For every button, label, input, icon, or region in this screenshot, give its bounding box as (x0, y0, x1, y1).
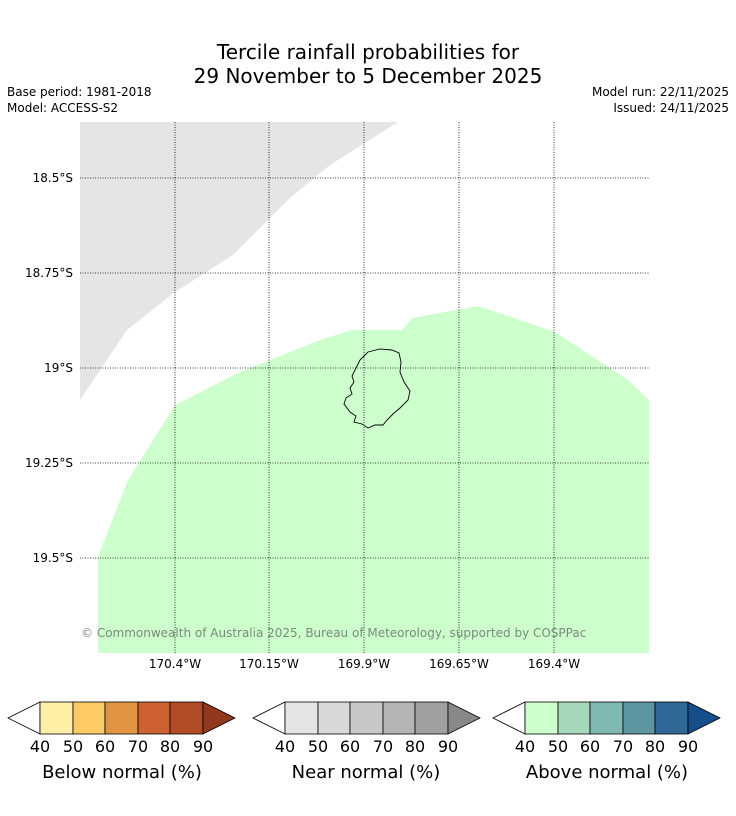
tick-label: 50 (307, 737, 329, 756)
tick-label: 40 (29, 737, 51, 756)
tick-label: 60 (94, 737, 116, 756)
tick-label: 60 (339, 737, 361, 756)
tick-label: 90 (437, 737, 459, 756)
copyright-notice: © Commonwealth of Australia 2025, Bureau… (81, 626, 587, 640)
issued-date: Issued: 24/11/2025 (613, 101, 729, 115)
tick-label: 70 (372, 737, 394, 756)
tick-label: 80 (159, 737, 181, 756)
lon-label: 169.9°W (337, 657, 391, 671)
metadata-right: Model run: 22/11/2025 Issued: 24/11/2025 (592, 84, 729, 116)
colorbar-near-normal (252, 701, 481, 735)
lat-label: 19°S (44, 361, 73, 375)
lon-label: 169.4°W (527, 657, 581, 671)
base-period: Base period: 1981-2018 (7, 85, 152, 99)
niue-island-outline (343, 348, 411, 429)
tick-label: 70 (127, 737, 149, 756)
lon-label: 170.15°W (239, 657, 299, 671)
above-normal-region (98, 306, 649, 653)
tick-label: 50 (62, 737, 84, 756)
tick-label: 70 (612, 737, 634, 756)
tick-label: 60 (579, 737, 601, 756)
lon-label: 170.4°W (148, 657, 202, 671)
colorbar-label-near: Near normal (%) (291, 762, 441, 783)
colorbar-label-below: Below normal (%) (42, 762, 202, 783)
tick-label: 40 (514, 737, 536, 756)
lat-label: 19.5°S (32, 551, 73, 565)
tick-label: 90 (192, 737, 214, 756)
map-title-line2: 29 November to 5 December 2025 (193, 64, 543, 88)
colorbar-label-above: Above normal (%) (525, 762, 689, 783)
tick-label: 80 (404, 737, 426, 756)
lat-label: 18.5°S (32, 171, 73, 185)
tick-label: 90 (677, 737, 699, 756)
colorbar-above-normal (492, 701, 721, 735)
tick-label: 50 (547, 737, 569, 756)
lat-label: 19.25°S (25, 456, 73, 470)
map-title-line1: Tercile rainfall probabilities for (216, 40, 520, 64)
lon-label: 169.65°W (429, 657, 489, 671)
colorbar-below-normal (7, 701, 236, 735)
lat-label: 18.75°S (25, 266, 73, 280)
model-run: Model run: 22/11/2025 (591, 85, 729, 99)
tick-label: 80 (644, 737, 666, 756)
near-normal-region (80, 122, 398, 400)
tick-label: 40 (274, 737, 296, 756)
model-name: Model: ACCESS-S2 (7, 101, 119, 115)
metadata-left: Base period: 1981-2018 Model: ACCESS-S2 (7, 84, 152, 116)
